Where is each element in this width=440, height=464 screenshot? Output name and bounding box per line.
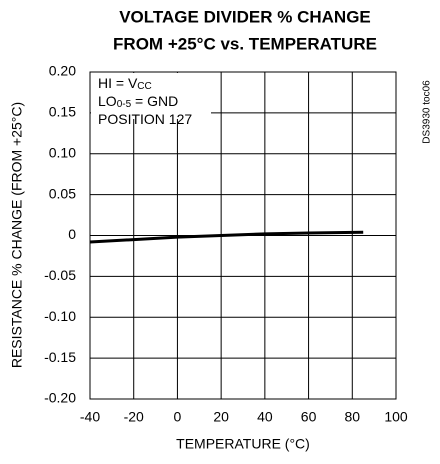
- chart-title: FROM +25°C vs. TEMPERATURE: [113, 34, 377, 53]
- y-tick-label: 0.20: [49, 63, 76, 79]
- annotation-part: POSITION 127: [98, 111, 192, 127]
- x-tick-label: 100: [384, 409, 408, 425]
- annotation: LO0-5 = GND: [98, 93, 178, 110]
- annotation: POSITION 127: [98, 111, 192, 127]
- x-tick-label: -40: [80, 409, 100, 425]
- y-tick-label: 0: [68, 226, 76, 242]
- x-tick-label: 60: [301, 409, 317, 425]
- annotation-part: HI = V: [98, 75, 138, 91]
- annotation-part: 0-5: [117, 99, 132, 110]
- x-tick-label: 20: [213, 409, 229, 425]
- side-note: DS3930 toc06: [422, 80, 433, 144]
- y-tick-label: -0.05: [44, 267, 76, 283]
- y-tick-label: -0.10: [44, 308, 76, 324]
- annotation: HI = VCC: [98, 75, 152, 92]
- y-tick-label: 0.10: [49, 144, 76, 160]
- annotation-part: = GND: [131, 93, 178, 109]
- y-tick-label: 0.05: [49, 185, 76, 201]
- x-tick-label: 80: [344, 409, 360, 425]
- x-tick-label: 0: [174, 409, 182, 425]
- y-axis-label: RESISTANCE % CHANGE (FROM +25°C): [9, 102, 25, 368]
- y-tick-label: -0.20: [44, 390, 76, 406]
- data-line: [89, 230, 364, 244]
- annotation-part: CC: [137, 81, 151, 92]
- x-tick-label: 40: [257, 409, 273, 425]
- annotation-box: [91, 73, 211, 119]
- y-tick-label: -0.15: [44, 349, 76, 365]
- y-tick-label: 0.15: [49, 104, 76, 120]
- x-tick-label: -20: [124, 409, 144, 425]
- x-axis-label: TEMPERATURE (°C): [176, 436, 310, 452]
- chart-title: VOLTAGE DIVIDER % CHANGE: [119, 7, 371, 26]
- plot-frame: [89, 71, 397, 400]
- annotation-part: LO: [98, 93, 117, 109]
